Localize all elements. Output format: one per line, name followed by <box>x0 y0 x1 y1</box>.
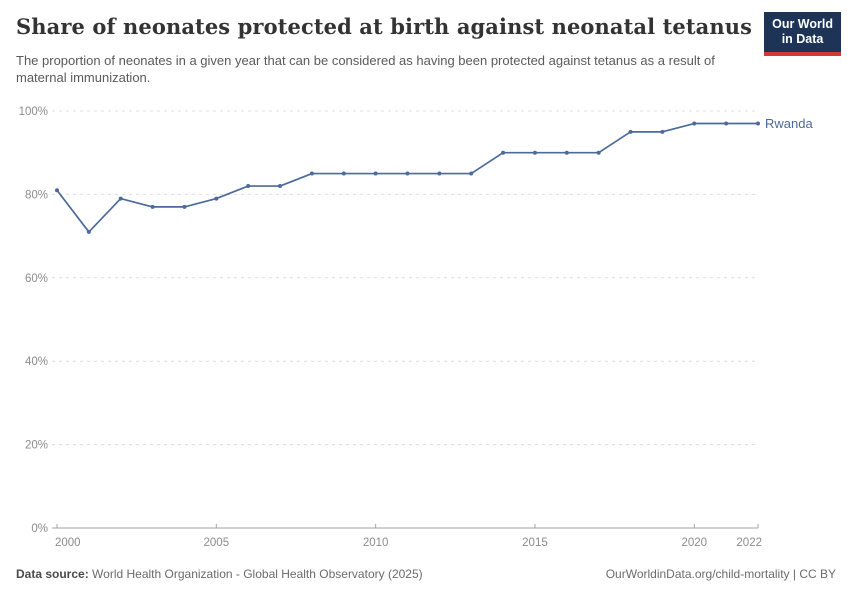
y-tick-label-80: 80% <box>25 189 48 201</box>
data-point-2020[interactable] <box>692 121 697 126</box>
x-tick-label-2005: 2005 <box>204 537 230 549</box>
owid-logo-line1: Our World <box>772 17 833 31</box>
y-tick-label-100: 100% <box>19 106 48 118</box>
data-point-2001[interactable] <box>86 229 91 234</box>
data-point-2012[interactable] <box>437 171 442 176</box>
owid-logo-line2: in Data <box>781 32 824 47</box>
y-tick-label-20: 20% <box>25 440 48 452</box>
series-label-rwanda[interactable]: Rwanda <box>765 116 813 131</box>
page-title: Share of neonates protected at birth aga… <box>16 14 753 39</box>
data-point-2016[interactable] <box>564 150 569 155</box>
data-point-2003[interactable] <box>150 204 155 209</box>
data-point-2017[interactable] <box>596 150 601 155</box>
data-line-rwanda[interactable] <box>56 122 758 233</box>
data-point-2005[interactable] <box>214 196 219 201</box>
data-source-value: World Health Organization - Global Healt… <box>88 567 423 581</box>
data-point-2013[interactable] <box>469 171 474 176</box>
chart-subtitle: The proportion of neonates in a given ye… <box>16 53 715 86</box>
data-point-2002[interactable] <box>118 196 123 201</box>
data-point-2000[interactable] <box>55 188 59 193</box>
data-point-2021[interactable] <box>724 121 729 126</box>
x-tick-label-2015: 2015 <box>522 537 548 549</box>
y-axis-labels: 0% 20% 40% 60% 80% 100% <box>19 106 48 535</box>
owid-citation-link[interactable]: OurWorldinData.org/child-mortality | CC … <box>605 567 836 581</box>
y-tick-label-40: 40% <box>25 356 48 368</box>
data-point-2009[interactable] <box>341 171 346 176</box>
x-tick-label-2022: 2022 <box>736 537 762 549</box>
data-source-note: Data source: World Health Organization -… <box>16 567 423 581</box>
chart-footer: Data source: World Health Organization -… <box>16 567 836 581</box>
y-gridlines <box>52 110 758 446</box>
y-tick-label-60: 60% <box>25 273 48 285</box>
data-source-label: Data source: <box>16 567 89 581</box>
data-point-2006[interactable] <box>246 184 251 189</box>
x-axis <box>52 524 759 529</box>
data-point-2018[interactable] <box>628 129 633 134</box>
y-tick-label-0: 0% <box>31 523 48 535</box>
x-tick-label-2000: 2000 <box>55 537 81 549</box>
data-point-2014[interactable] <box>501 150 506 155</box>
data-point-2008[interactable] <box>309 171 314 176</box>
x-tick-label-2020: 2020 <box>681 537 707 549</box>
owid-logo[interactable]: Our World in Data <box>764 12 841 56</box>
data-point-2010[interactable] <box>373 171 378 176</box>
data-point-2007[interactable] <box>278 184 283 189</box>
data-point-2004[interactable] <box>182 204 187 209</box>
data-point-2015[interactable] <box>532 150 537 155</box>
data-point-2011[interactable] <box>405 171 410 176</box>
data-points-rwanda[interactable] <box>55 121 760 234</box>
data-point-2022[interactable] <box>756 121 760 126</box>
data-point-2019[interactable] <box>660 129 665 134</box>
x-axis-labels: 2000 2005 2010 2015 2020 2022 <box>55 537 762 549</box>
x-tick-label-2010: 2010 <box>363 537 389 549</box>
